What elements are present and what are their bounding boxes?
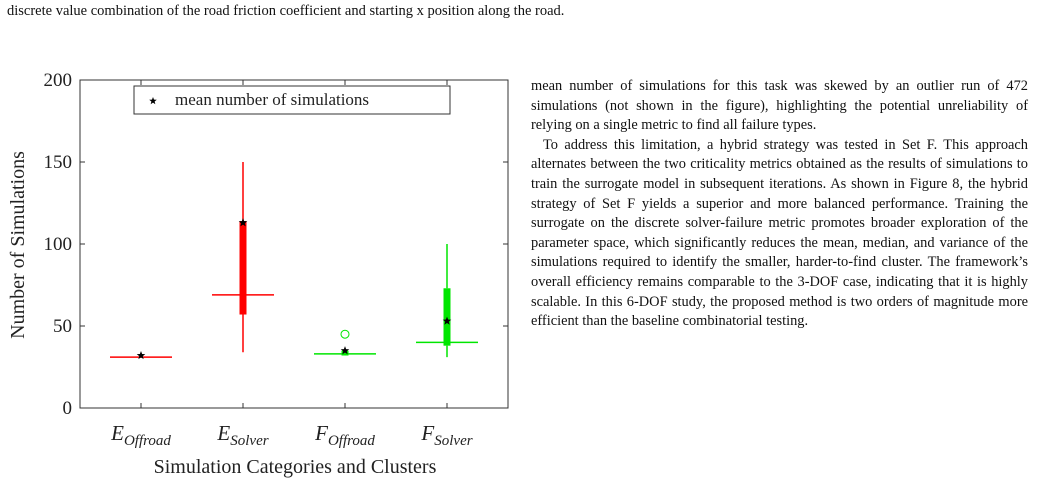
y-tick-label: 100	[44, 234, 73, 255]
plot-frame	[79, 79, 509, 409]
category-main: F	[314, 421, 328, 445]
mean-marker	[340, 346, 350, 355]
category-sub: Offroad	[124, 433, 171, 449]
x-tick-label: ESolver	[216, 421, 268, 449]
legend-box	[133, 85, 451, 115]
mean-marker	[442, 316, 452, 325]
x-tick-label: FOffroad	[314, 421, 375, 449]
mean-marker	[136, 351, 146, 360]
category-sub: Solver	[230, 433, 268, 449]
category-main: E	[110, 421, 124, 445]
box	[341, 350, 349, 356]
body-text: mean number of simulations for this task…	[531, 77, 1028, 332]
category-main: F	[420, 421, 434, 445]
caption: discrete value combination of the road f…	[7, 3, 565, 19]
y-tick-label: 0	[63, 398, 73, 419]
paragraph: To address this limitation, a hybrid str…	[531, 136, 1028, 330]
chart: Simulation Categories and Clusters Numbe…	[7, 70, 509, 478]
paragraph: mean number of simulations for this task…	[531, 78, 1028, 134]
box	[239, 221, 247, 315]
outlier	[340, 329, 350, 339]
x-axis-label: Simulation Categories and Clusters	[154, 456, 437, 478]
mean-marker	[238, 218, 248, 227]
legend-label: mean number of simulations	[175, 90, 369, 109]
y-tick-label: 50	[53, 316, 72, 337]
category-sub: Offroad	[328, 433, 375, 449]
legend-marker	[149, 97, 157, 105]
category-sub: Solver	[434, 433, 472, 449]
y-tick-label: 150	[44, 152, 73, 173]
y-tick-label: 200	[44, 70, 73, 91]
category-main: E	[216, 421, 230, 445]
x-tick-label: EOffroad	[110, 421, 171, 449]
y-axis-label: Number of Simulations	[7, 151, 29, 339]
x-tick-label: FSolver	[420, 421, 472, 449]
